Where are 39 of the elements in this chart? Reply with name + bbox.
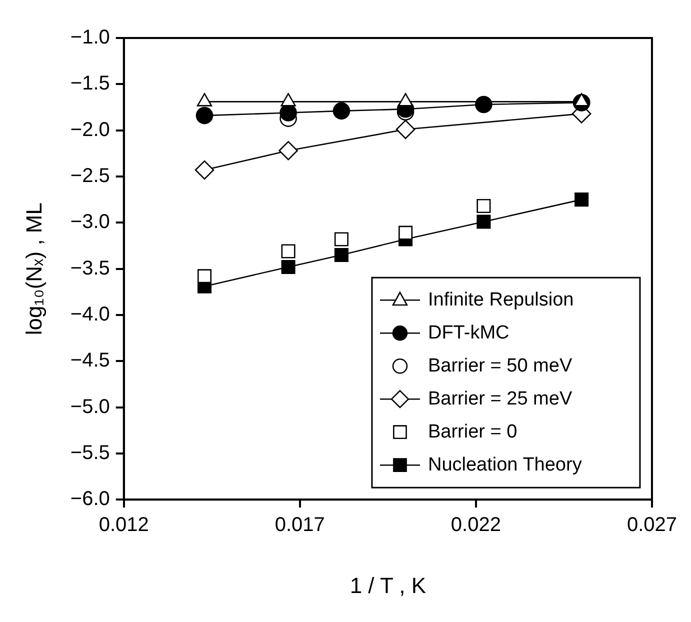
legend-label: Barrier = 25 meV — [428, 388, 572, 410]
y-tick-label: −1.5 — [70, 72, 110, 95]
x-tick-label: 0.017 — [274, 514, 325, 536]
legend-label: Barrier = 0 — [428, 421, 518, 442]
point — [396, 120, 416, 140]
x-axis-title: 1 / T , K — [350, 572, 426, 598]
point — [280, 104, 297, 122]
y-tick-label: −1.0 — [70, 26, 110, 49]
point — [398, 226, 413, 240]
point — [332, 102, 350, 120]
point — [334, 248, 348, 262]
x-tick-label: 0.027 — [626, 514, 678, 536]
y-tick-label: −6.0 — [70, 488, 110, 510]
y-axis-title: log₁₀(Nₓ) , ML — [21, 202, 46, 336]
y-tick-label: −2.0 — [70, 118, 110, 141]
legend-label: DFT-kMC — [428, 322, 510, 344]
legend-label: Nucleation Theory — [428, 454, 582, 476]
y-tick-label: −5.0 — [70, 396, 110, 418]
y-tick-label: −3.5 — [70, 257, 110, 280]
point — [194, 160, 214, 180]
y-tick-label: −5.5 — [70, 442, 110, 464]
point — [476, 214, 491, 229]
y-tick-label: −3.0 — [70, 211, 110, 234]
y-tick-label: −4.0 — [70, 303, 110, 326]
point — [196, 106, 214, 124]
point — [281, 260, 296, 274]
legend-label: Infinite Repulsion — [428, 289, 574, 310]
point — [475, 96, 492, 114]
x-tick-label: 0.022 — [450, 514, 501, 536]
legend-label: Barrier = 50 meV — [428, 355, 572, 376]
y-tick-label: −2.5 — [70, 164, 110, 187]
point — [574, 192, 589, 207]
point — [197, 269, 212, 284]
point — [476, 199, 491, 214]
point — [278, 140, 298, 160]
point — [334, 232, 348, 246]
y-tick-label: −4.5 — [70, 350, 110, 372]
point — [281, 244, 296, 258]
x-tick-label: 0.012 — [98, 514, 149, 536]
